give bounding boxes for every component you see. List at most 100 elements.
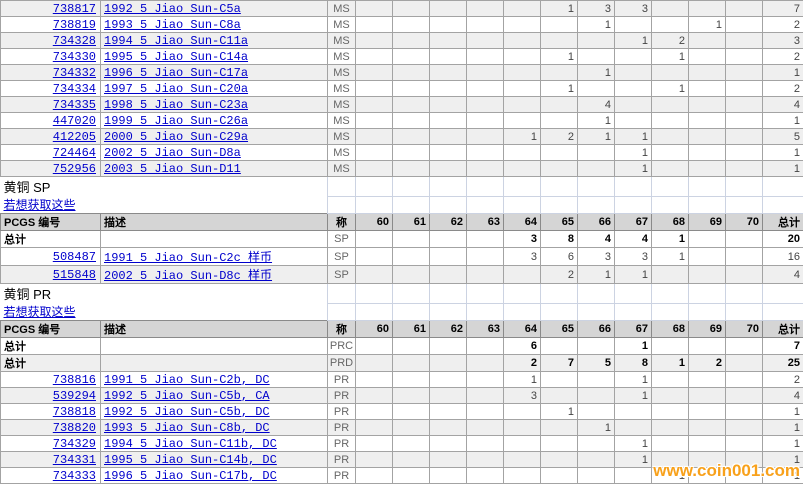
pcgs-number-link-text[interactable]: 738820 <box>52 420 96 435</box>
pcgs-number-link-text[interactable]: 734330 <box>52 49 96 64</box>
coin-description-link-text[interactable]: 1996 5 Jiao Sun-C17a <box>104 65 249 80</box>
pcgs-number-link[interactable]: 447020 <box>0 112 101 129</box>
empty-grade-cell <box>688 283 726 304</box>
coin-description-link-text[interactable]: 1995 5 Jiao Sun-C14a <box>104 49 249 64</box>
pcgs-number-link[interactable]: 724464 <box>0 144 101 161</box>
pop-cell-70 <box>725 354 763 372</box>
pcgs-number-link-text[interactable]: 734331 <box>52 452 96 467</box>
coin-description-link-text[interactable]: 1991 5 Jiao Sun-C2c 样币 <box>104 251 273 265</box>
pop-cell-61 <box>392 16 430 33</box>
coin-description-link-text[interactable]: 1993 5 Jiao Sun-C8b, DC <box>104 420 270 435</box>
coin-description-link-text[interactable]: 1992 5 Jiao Sun-C5b, DC <box>104 404 270 419</box>
pop-cell-64 <box>503 64 541 81</box>
pcgs-number-link-text[interactable]: 734334 <box>52 81 96 96</box>
pcgs-number-link-text[interactable]: 724464 <box>52 145 96 160</box>
coin-description-link[interactable]: 1991 5 Jiao Sun-C2c 样币 <box>100 247 328 266</box>
coin-description-link-text[interactable]: 2002 5 Jiao Sun-D8c 样币 <box>104 269 273 283</box>
coin-description-link-text[interactable]: 2003 5 Jiao Sun-D11 <box>104 161 241 176</box>
pcgs-number-link-text[interactable]: 738818 <box>52 404 96 419</box>
coin-description-link-text[interactable]: 1995 5 Jiao Sun-C14b, DC <box>104 452 277 467</box>
coin-description-link-text[interactable]: 1993 5 Jiao Sun-C8a <box>104 17 241 32</box>
coin-description-link[interactable]: 1992 5 Jiao Sun-C5a <box>100 0 328 17</box>
coin-description-link[interactable]: 1999 5 Jiao Sun-C26a <box>100 112 328 129</box>
coin-description-link[interactable]: 1993 5 Jiao Sun-C8a <box>100 16 328 33</box>
coin-description-link-text[interactable]: 1999 5 Jiao Sun-C26a <box>104 113 249 128</box>
pcgs-number-link-text[interactable]: 734335 <box>52 97 96 112</box>
pop-cell-70 <box>725 230 763 248</box>
pcgs-number-link[interactable]: 515848 <box>0 265 101 284</box>
coin-description-link-text[interactable]: 2002 5 Jiao Sun-D8a <box>104 145 241 160</box>
designation-cell: MS <box>327 48 356 65</box>
pop-cell-64 <box>503 96 541 113</box>
coin-description-link-text[interactable]: 2000 5 Jiao Sun-C29a <box>104 129 249 144</box>
pcgs-number-link-text[interactable]: 734333 <box>52 468 96 483</box>
coin-description-link[interactable]: 1995 5 Jiao Sun-C14b, DC <box>100 451 328 468</box>
pcgs-number-link-text[interactable]: 734329 <box>52 436 96 451</box>
pcgs-number-link[interactable]: 412205 <box>0 128 101 145</box>
pcgs-number-link[interactable]: 734329 <box>0 435 101 452</box>
total-cell: 4 <box>762 265 803 284</box>
pop-cell-69 <box>688 128 726 145</box>
coin-description-link[interactable]: 1996 5 Jiao Sun-C17b, DC <box>100 467 328 484</box>
pcgs-number-link[interactable]: 752956 <box>0 160 101 177</box>
coin-description-link[interactable]: 2002 5 Jiao Sun-D8a <box>100 144 328 161</box>
coin-description-link[interactable]: 1996 5 Jiao Sun-C17a <box>100 64 328 81</box>
pcgs-number-link-text[interactable]: 738817 <box>52 1 96 16</box>
pcgs-number-link[interactable]: 738819 <box>0 16 101 33</box>
pop-cell-70 <box>725 144 763 161</box>
total-row-label: 总计 <box>0 230 101 248</box>
pcgs-number-link-text[interactable]: 508487 <box>52 249 96 264</box>
pcgs-number-link-text[interactable]: 539294 <box>52 388 96 403</box>
pcgs-number-link[interactable]: 738820 <box>0 419 101 436</box>
pcgs-number-link[interactable]: 734330 <box>0 48 101 65</box>
get-these-link[interactable]: 若想获取这些 <box>0 303 328 321</box>
pop-cell-66 <box>577 48 615 65</box>
coin-description-link[interactable]: 1994 5 Jiao Sun-C11b, DC <box>100 435 328 452</box>
pcgs-number-link[interactable]: 734331 <box>0 451 101 468</box>
coin-description-link-text[interactable]: 1992 5 Jiao Sun-C5b, CA <box>104 388 270 403</box>
coin-description-link-text[interactable]: 1996 5 Jiao Sun-C17b, DC <box>104 468 277 483</box>
coin-description-link[interactable]: 1994 5 Jiao Sun-C11a <box>100 32 328 49</box>
pcgs-number-link[interactable]: 738818 <box>0 403 101 420</box>
pcgs-number-link[interactable]: 734332 <box>0 64 101 81</box>
coin-description-link[interactable]: 1992 5 Jiao Sun-C5b, CA <box>100 387 328 404</box>
coin-description-link[interactable]: 1997 5 Jiao Sun-C20a <box>100 80 328 97</box>
coin-description-link[interactable]: 1995 5 Jiao Sun-C14a <box>100 48 328 65</box>
coin-description-link-text[interactable]: 1991 5 Jiao Sun-C2b, DC <box>104 372 270 387</box>
pcgs-number-link-text[interactable]: 734332 <box>52 65 96 80</box>
pcgs-number-link-text[interactable]: 734328 <box>52 33 96 48</box>
coin-description-link[interactable]: 1993 5 Jiao Sun-C8b, DC <box>100 419 328 436</box>
pcgs-number-link[interactable]: 734335 <box>0 96 101 113</box>
coin-description-link[interactable]: 2000 5 Jiao Sun-C29a <box>100 128 328 145</box>
pcgs-number-link[interactable]: 738817 <box>0 0 101 17</box>
pcgs-number-link[interactable]: 734333 <box>0 467 101 484</box>
pcgs-number-link[interactable]: 539294 <box>0 387 101 404</box>
coin-description-link[interactable]: 2003 5 Jiao Sun-D11 <box>100 160 328 177</box>
coin-description-link[interactable]: 2002 5 Jiao Sun-D8c 样币 <box>100 265 328 284</box>
pcgs-number-link[interactable]: 508487 <box>0 247 101 266</box>
coin-description-link[interactable]: 1991 5 Jiao Sun-C2b, DC <box>100 371 328 388</box>
coin-description-link-text[interactable]: 1997 5 Jiao Sun-C20a <box>104 81 249 96</box>
get-these-link-text[interactable]: 若想获取这些 <box>3 306 76 320</box>
pcgs-number-link-text[interactable]: 515848 <box>52 267 96 282</box>
pcgs-number-link-text[interactable]: 738816 <box>52 372 96 387</box>
pcgs-number-link[interactable]: 738816 <box>0 371 101 388</box>
coin-description-link[interactable]: 1992 5 Jiao Sun-C5b, DC <box>100 403 328 420</box>
get-these-link[interactable]: 若想获取这些 <box>0 196 328 214</box>
empty-grade-cell <box>540 195 578 214</box>
coin-description-link-text[interactable]: 1994 5 Jiao Sun-C11a <box>104 33 249 48</box>
pcgs-number-link-text[interactable]: 412205 <box>52 129 96 144</box>
coin-description-link-text[interactable]: 1998 5 Jiao Sun-C23a <box>104 97 249 112</box>
coin-description-link-text[interactable]: 1994 5 Jiao Sun-C11b, DC <box>104 436 277 451</box>
pcgs-number-link-text[interactable]: 752956 <box>52 161 96 176</box>
empty-total-cell <box>762 302 803 321</box>
empty-grade-cell <box>466 283 504 304</box>
coin-description-link[interactable]: 1998 5 Jiao Sun-C23a <box>100 96 328 113</box>
get-these-link-text[interactable]: 若想获取这些 <box>3 199 76 213</box>
pcgs-number-link-text[interactable]: 447020 <box>52 113 96 128</box>
pcgs-number-link-text[interactable]: 738819 <box>52 17 96 32</box>
pcgs-number-link[interactable]: 734328 <box>0 32 101 49</box>
pcgs-number-link[interactable]: 734334 <box>0 80 101 97</box>
coin-description-link-text[interactable]: 1992 5 Jiao Sun-C5a <box>104 1 241 16</box>
pop-cell-66: 4 <box>577 96 615 113</box>
